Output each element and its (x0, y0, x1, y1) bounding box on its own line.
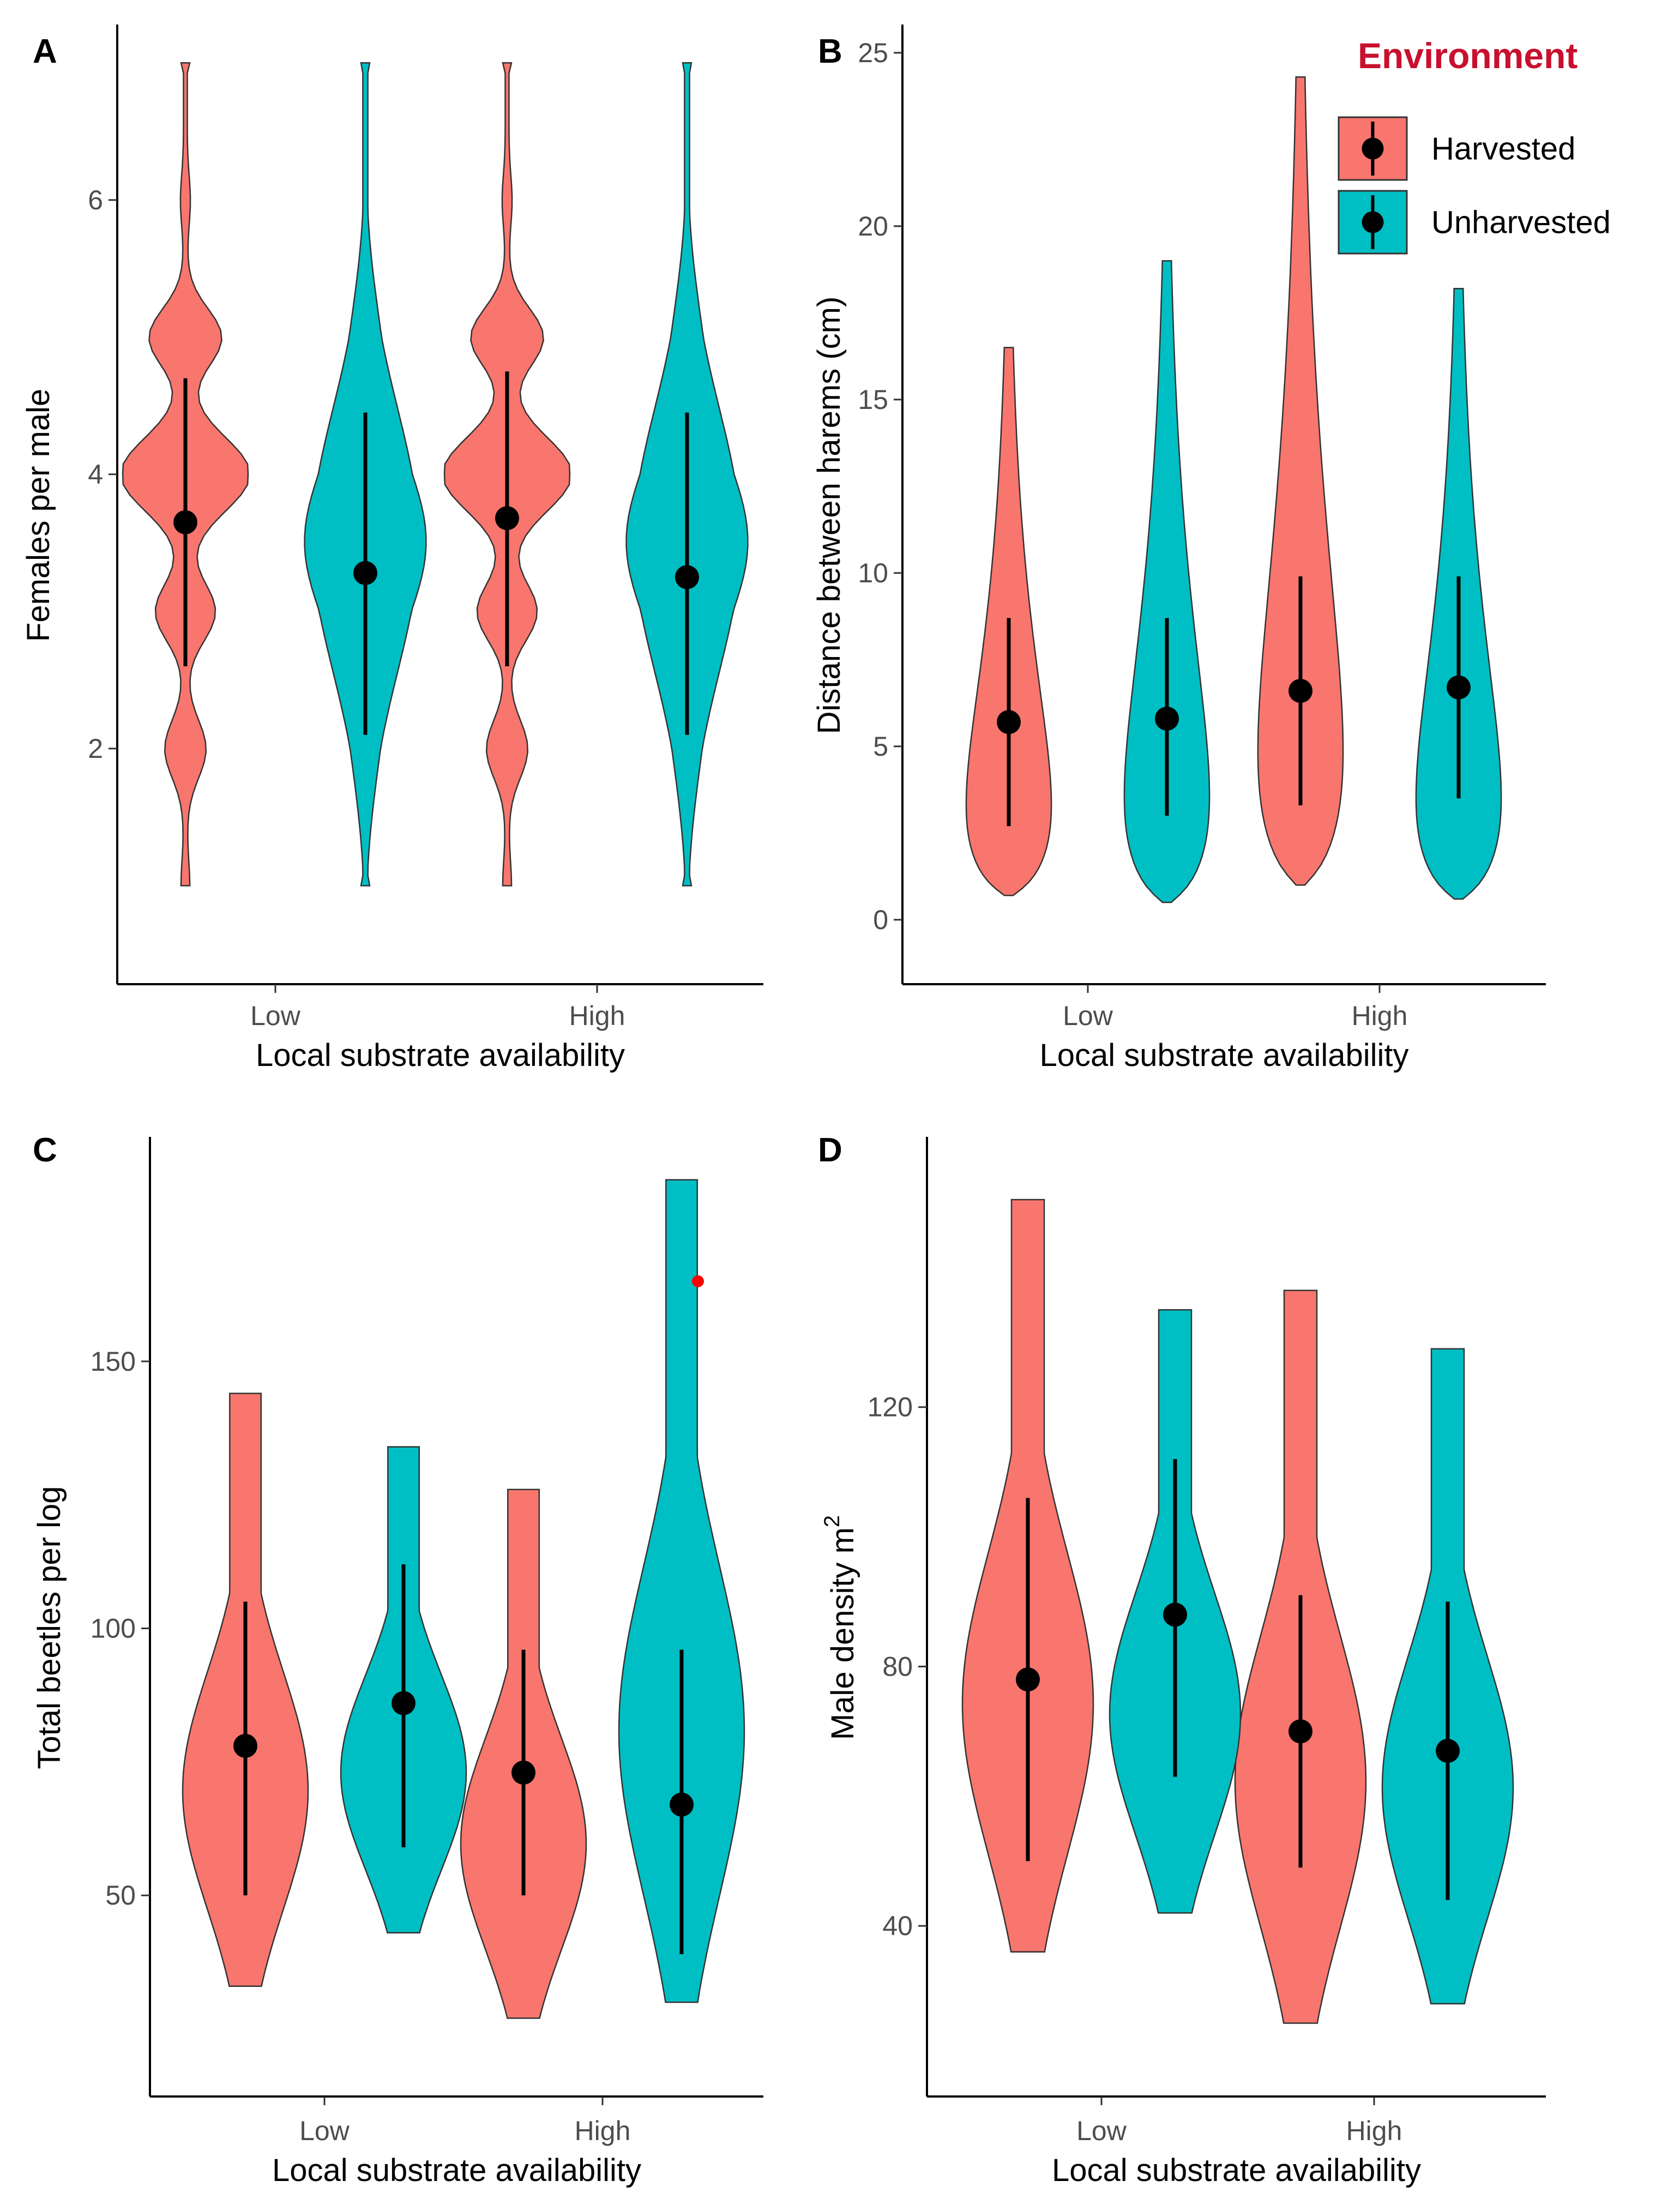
x-tick-label: High (1346, 2116, 1402, 2146)
panel-a: A 2 4 6 Low High Local substrate availability F… (21, 25, 763, 1073)
y-tick-label: 15 (858, 384, 888, 415)
y-tick-label: 0 (873, 905, 888, 935)
panel-letter: B (818, 33, 842, 70)
x-tick-label: Low (1063, 1001, 1113, 1031)
y-tick-label: 6 (88, 185, 103, 215)
y-axis-title-text: Male density m (825, 1527, 860, 1740)
y-tick-label: 25 (858, 38, 888, 68)
mean-point-unharvested-high (1447, 675, 1471, 700)
legend: Environment Harvested Unharvested (1338, 35, 1611, 255)
panel-b: B 0 5 10 15 20 25 Low High Local substrate availa… (811, 25, 1546, 1073)
y-axis-title: Total beetles per log (32, 1486, 67, 1769)
legend-key-point (1362, 137, 1384, 160)
mean-point-unharvested-high (675, 565, 699, 589)
legend-key-point (1362, 211, 1384, 233)
x-axis-title: Local substrate availability (272, 2153, 641, 2188)
panel-letter: C (33, 1131, 57, 1169)
y-tick-label: 10 (858, 558, 888, 588)
legend-title: Environment (1358, 35, 1577, 76)
mean-point-harvested-high (1288, 1719, 1312, 1744)
y-tick-label: 150 (91, 1346, 136, 1377)
y-tick-label: 120 (868, 1392, 913, 1423)
mean-point-unharvested-low (1163, 1602, 1187, 1627)
y-axis-title: Distance between harems (cm) (811, 297, 847, 734)
x-tick-label: Low (250, 1001, 301, 1031)
y-tick-label: 100 (91, 1613, 136, 1643)
y-axis-title-superscript: 2 (820, 1515, 844, 1527)
x-axis-title: Local substrate availability (1039, 1038, 1408, 1073)
legend-item-harvested: Harvested (1338, 116, 1575, 181)
y-axis-title: Male density m2 (820, 1515, 860, 1740)
panel-c: C 50 100 150 Low High Local substrate availabi… (32, 1131, 763, 2188)
panel-letter: A (33, 33, 57, 70)
mean-point-harvested-high (495, 506, 519, 531)
panel-d: D 40 80 120 Low High Local substrate availabil… (818, 1131, 1546, 2188)
y-tick-label: 4 (88, 459, 103, 490)
mean-point-unharvested-low (353, 561, 377, 585)
violin-harvested-high (1257, 76, 1344, 886)
x-tick-label: Low (299, 2116, 350, 2146)
y-tick-label: 20 (858, 211, 888, 242)
mean-point-unharvested-low (392, 1691, 416, 1715)
violin-unharvested-high (618, 1179, 745, 2003)
outlier-point (692, 1275, 704, 1287)
mean-point-harvested-low (233, 1733, 257, 1758)
y-axis-title: Females per male (21, 389, 56, 642)
mean-point-harvested-low (1016, 1667, 1040, 1692)
panel-letter: D (818, 1131, 842, 1169)
mean-point-unharvested-high (1436, 1739, 1460, 1763)
x-tick-label: Low (1076, 2116, 1127, 2146)
legend-label: Harvested (1431, 131, 1575, 167)
y-tick-label: 80 (882, 1651, 913, 1682)
y-tick-label: 5 (873, 731, 888, 762)
mean-point-unharvested-low (1155, 706, 1179, 731)
legend-item-unharvested: Unharvested (1338, 190, 1611, 255)
legend-label: Unharvested (1431, 205, 1611, 240)
y-tick-label: 2 (88, 733, 103, 764)
mean-point-harvested-high (1288, 679, 1312, 703)
x-tick-label: High (1352, 1001, 1408, 1031)
x-axis-title: Local substrate availability (256, 1038, 625, 1073)
x-tick-label: High (569, 1001, 625, 1031)
y-tick-label: 50 (105, 1880, 136, 1911)
x-axis-title: Local substrate availability (1052, 2153, 1421, 2188)
mean-point-unharvested-high (670, 1792, 694, 1817)
mean-point-harvested-low (173, 510, 197, 534)
violin-unharvested-low (1123, 260, 1211, 903)
mean-point-harvested-low (997, 710, 1021, 734)
mean-point-harvested-high (511, 1760, 535, 1785)
x-tick-label: High (575, 2116, 631, 2146)
y-tick-label: 40 (882, 1911, 913, 1941)
